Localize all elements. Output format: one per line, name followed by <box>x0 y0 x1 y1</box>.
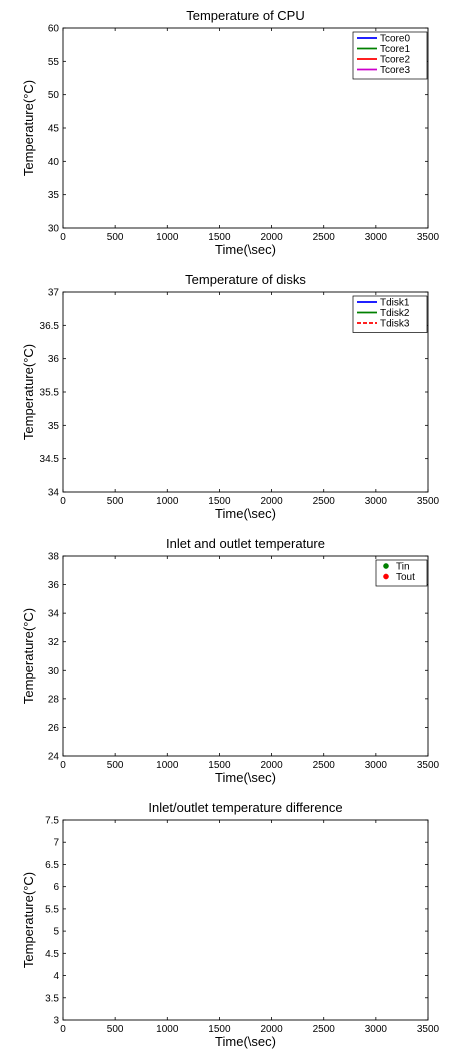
y-tick-label: 36.5 <box>40 321 60 332</box>
x-tick-label: 1000 <box>156 1024 179 1035</box>
x-tick-label: 500 <box>107 1024 124 1035</box>
y-axis-label: Temperature(°C) <box>21 344 36 440</box>
x-tick-label: 2000 <box>260 760 283 771</box>
x-tick-label: 500 <box>107 760 124 771</box>
chart-panel-2: Temperature of disks 0 500 1000 1500 2000 2500… <box>21 272 440 521</box>
y-axis-label: Temperature(°C) <box>21 80 36 176</box>
y-tick-label: 6.5 <box>45 860 59 871</box>
x-tick-label: 3500 <box>417 760 440 771</box>
legend-label-tdisk3: Tdisk3 <box>380 319 410 330</box>
x-tick-label: 1000 <box>156 232 179 243</box>
y-tick-label: 30 <box>48 224 60 235</box>
y-tick-label: 35 <box>48 190 60 201</box>
x-tick-label: 2500 <box>313 232 336 243</box>
axes-frame <box>62 819 429 1021</box>
y-tick-label: 28 <box>48 694 60 705</box>
y-tick-label: 50 <box>48 90 60 101</box>
x-tick-label: 1500 <box>208 232 231 243</box>
x-tick-label: 500 <box>107 496 124 507</box>
chart-title: Inlet/outlet temperature difference <box>148 800 342 815</box>
x-tick-label: 2500 <box>313 1024 336 1035</box>
y-tick-label: 5.5 <box>45 904 59 915</box>
legend-label-tcore2: Tcore2 <box>380 55 410 66</box>
y-tick-label: 34.5 <box>40 454 60 465</box>
legend-box <box>352 31 428 80</box>
x-tick-label: 0 <box>60 496 66 507</box>
y-tick-label: 36 <box>48 580 60 591</box>
y-tick-label: 36 <box>48 354 60 365</box>
chart-title: Temperature of disks <box>185 272 306 287</box>
y-tick-label: 60 <box>48 24 60 35</box>
chart-panel-1: Temperature of CPU 0 500 1000 1500 2000 2500 30… <box>21 8 440 257</box>
x-tick-label: 2000 <box>260 496 283 507</box>
y-axis-label: Temperature(°C) <box>21 608 36 704</box>
x-tick-label: 1500 <box>208 496 231 507</box>
x-tick-label: 3000 <box>365 760 388 771</box>
chart-panel-3: Inlet and outlet temperature 0 500 1000 1500… <box>21 536 440 785</box>
x-tick-label: 2500 <box>313 760 336 771</box>
x-tick-label: 1000 <box>156 760 179 771</box>
y-tick-label: 40 <box>48 157 60 168</box>
y-tick-label: 4 <box>53 971 59 982</box>
y-axis-label: Temperature(°C) <box>21 872 36 968</box>
y-tick-label: 5 <box>53 927 59 938</box>
y-tick-label: 34 <box>48 488 60 499</box>
x-tick-label: 3000 <box>365 232 388 243</box>
x-tick-label: 3000 <box>365 496 388 507</box>
x-tick-label: 3000 <box>365 1024 388 1035</box>
x-tick-label: 2500 <box>313 496 336 507</box>
legend-swatch-tin <box>383 563 389 569</box>
x-axis-label: Time(\sec) <box>215 506 276 521</box>
x-tick-label: 1000 <box>156 496 179 507</box>
y-tick-label: 35.5 <box>40 388 60 399</box>
y-tick-label: 24 <box>48 752 60 763</box>
legend-label-tcore1: Tcore1 <box>380 44 410 55</box>
x-tick-label: 0 <box>60 1024 66 1035</box>
y-tick-label: 34 <box>48 609 60 620</box>
x-tick-label: 1500 <box>208 760 231 771</box>
x-tick-label: 1500 <box>208 1024 231 1035</box>
y-tick-label: 3 <box>53 1016 59 1027</box>
y-tick-label: 45 <box>48 124 60 135</box>
y-tick-label: 3.5 <box>45 993 59 1004</box>
x-axis-label: Time(\sec) <box>215 770 276 785</box>
x-tick-label: 2000 <box>260 1024 283 1035</box>
x-tick-label: 3500 <box>417 1024 440 1035</box>
y-tick-label: 38 <box>48 552 60 563</box>
x-tick-label: 500 <box>107 232 124 243</box>
y-tick-label: 32 <box>48 637 60 648</box>
chart-panel-4: Inlet/outlet temperature difference 0 500 1… <box>21 800 440 1049</box>
legend-label-tcore3: Tcore3 <box>380 65 410 76</box>
x-tick-label: 0 <box>60 232 66 243</box>
y-tick-label: 7.5 <box>45 816 59 827</box>
legend-label-tin: Tin <box>396 562 410 573</box>
chart-title: Temperature of CPU <box>186 8 305 23</box>
y-tick-label: 4.5 <box>45 949 59 960</box>
legend-label-tcore0: Tcore0 <box>380 34 410 45</box>
x-tick-label: 2000 <box>260 232 283 243</box>
y-tick-label: 55 <box>48 57 60 68</box>
y-tick-label: 30 <box>48 666 60 677</box>
x-axis-label: Time(\sec) <box>215 242 276 257</box>
x-tick-label: 0 <box>60 760 66 771</box>
legend-label-tdisk2: Tdisk2 <box>380 308 410 319</box>
legend-label-tout: Tout <box>396 572 415 583</box>
axes-frame <box>62 555 429 757</box>
chart-title: Inlet and outlet temperature <box>166 536 325 551</box>
x-tick-label: 3500 <box>417 232 440 243</box>
y-tick-label: 35 <box>48 421 60 432</box>
x-tick-label: 3500 <box>417 496 440 507</box>
y-tick-label: 6 <box>53 882 59 893</box>
y-tick-label: 37 <box>48 288 60 299</box>
legend-label-tdisk1: Tdisk1 <box>380 298 410 309</box>
y-tick-label: 26 <box>48 723 60 734</box>
legend-swatch-tout <box>383 573 389 580</box>
y-tick-label: 7 <box>53 838 59 849</box>
x-axis-label: Time(\sec) <box>215 1034 276 1049</box>
